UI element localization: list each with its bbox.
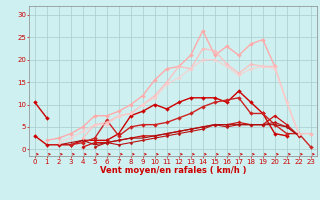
X-axis label: Vent moyen/en rafales ( km/h ): Vent moyen/en rafales ( km/h )	[100, 166, 246, 175]
